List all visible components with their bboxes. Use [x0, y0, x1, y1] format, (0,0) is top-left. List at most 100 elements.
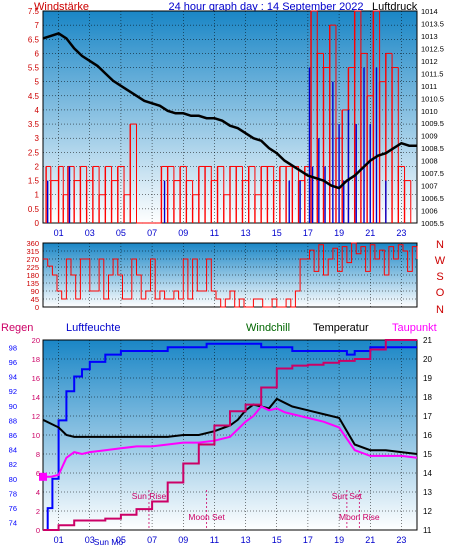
pressure-tick-label: 1009.5 — [421, 119, 444, 128]
legend-taupunkt: Taupunkt — [392, 322, 437, 334]
rain-tick-label: 6 — [36, 469, 40, 478]
annotation-label: Sun Mo — [94, 537, 124, 547]
direction-tick-label: 0 — [35, 303, 39, 312]
humidity-tick-label: 96 — [9, 358, 17, 367]
pressure-tick-label: 1013.5 — [421, 19, 444, 28]
pressure-tick-label: 1008 — [421, 157, 438, 166]
pressure-tick-label: 1011.5 — [421, 69, 443, 78]
humidity-tick-label: 86 — [9, 431, 17, 440]
wind-tick-label: 5.5 — [28, 64, 40, 73]
compass-o: O — [436, 287, 445, 299]
legend-luftfeuchte: Luftfeuchte — [66, 322, 120, 334]
wind-direction-series — [43, 242, 418, 308]
wind-direction-line — [43, 242, 418, 308]
x-tick-label: 17 — [303, 535, 313, 545]
humidity-tick-label: 82 — [9, 460, 17, 469]
direction-tick-label: 180 — [26, 271, 39, 280]
temperature-axis-ticks: 11 12 13 14 15 16 17 18 19 20 21 — [423, 336, 432, 535]
rain-tick-label: 12 — [32, 412, 40, 421]
x-tick-label: 15 — [272, 228, 282, 238]
legend-regen: Regen — [1, 322, 33, 334]
temperature-tick-label: 16 — [423, 431, 432, 440]
rain-tick-label: 0 — [36, 526, 40, 535]
wind-axis-ticks: 0 0.5 1 1.5 2 2.5 3 3.5 4 4.5 5 5.5 6 6.5 7 7.5 — [28, 7, 40, 228]
pressure-line — [42, 32, 417, 190]
pressure-tick-label: 1007 — [421, 182, 438, 191]
x-tick-label: 21 — [365, 228, 375, 238]
wind-tick-label: 2 — [35, 162, 40, 171]
annotation-label: Sun Rise — [132, 491, 167, 501]
wind-tick-label: 7.5 — [28, 7, 40, 16]
x-tick-label: 13 — [241, 228, 251, 238]
rain-line — [43, 339, 417, 531]
x-tick-label: 11 — [210, 535, 219, 545]
x-tick-label: 19 — [334, 535, 344, 545]
legend-windchill: Windchill — [246, 322, 290, 334]
direction-tick-label: 315 — [26, 247, 39, 256]
temperature-tick-label: 19 — [423, 374, 432, 383]
humidity-axis-ticks: 74 76 78 80 82 84 86 88 90 92 94 96 98 — [9, 343, 17, 527]
rain-tick-label: 4 — [36, 488, 40, 497]
legend-temperatur: Temperatur — [313, 322, 369, 334]
humidity-tick-label: 92 — [9, 387, 17, 396]
pressure-tick-label: 1008.5 — [421, 144, 444, 153]
x-tick-label: 01 — [54, 535, 64, 545]
pressure-tick-label: 1009 — [421, 132, 438, 141]
humidity-tick-label: 90 — [9, 402, 17, 411]
x-tick-label: 09 — [178, 535, 188, 545]
wind-pressure-x-ticks: 01 03 05 07 09 11 13 15 17 19 21 23 — [54, 228, 407, 238]
rain-tick-label: 16 — [32, 374, 40, 383]
x-tick-label: 03 — [85, 535, 95, 545]
graph-title: 24 hour graph day : 14 September 2022 — [168, 1, 363, 13]
x-tick-label: 17 — [303, 228, 313, 238]
x-tick-label: 13 — [241, 535, 251, 545]
pressure-tick-label: 1012.5 — [421, 44, 444, 53]
x-tick-label: 05 — [116, 228, 126, 238]
compass-n-bottom: N — [436, 304, 444, 316]
annotation-label: Sun Set — [332, 491, 363, 501]
x-tick-label: 15 — [272, 535, 282, 545]
temperature-series — [39, 339, 418, 531]
x-tick-label: 09 — [178, 228, 188, 238]
wind-tick-label: 0.5 — [28, 205, 40, 214]
temperature-tick-label: 20 — [423, 355, 432, 364]
temperature-tick-label: 15 — [423, 450, 432, 459]
pressure-tick-label: 1010 — [421, 107, 438, 116]
rain-tick-label: 20 — [32, 336, 40, 345]
pressure-tick-label: 1007.5 — [421, 169, 444, 178]
dewpoint-line — [43, 405, 418, 478]
pressure-axis-title: Luftdruck — [372, 1, 418, 13]
wind-tick-label: 5 — [35, 78, 40, 87]
wind-tick-label: 7 — [35, 21, 40, 30]
wind-tick-label: 4 — [35, 106, 40, 115]
direction-tick-label: 360 — [26, 239, 39, 248]
compass-s: S — [436, 271, 443, 283]
compass-w: W — [435, 255, 446, 267]
rain-tick-label: 2 — [36, 507, 40, 516]
rain-axis-ticks: 0 2 4 6 8 10 12 14 16 18 20 — [32, 336, 40, 535]
temperature-x-ticks: 01 03 05 07 09 11 13 15 17 19 21 23 — [54, 535, 407, 545]
wind-tick-label: 3.5 — [28, 120, 40, 129]
wind-axis-title: Windstärke — [34, 1, 89, 13]
pressure-axis-ticks: 1005.5 1006 1006.5 1007 1007.5 1008 1008.5 1009… — [421, 7, 444, 228]
wind-tick-label: 1 — [35, 191, 40, 200]
temperature-tick-label: 17 — [423, 412, 432, 421]
wind-pressure-series — [42, 10, 417, 224]
direction-tick-label: 45 — [31, 295, 39, 304]
temperature-tick-label: 12 — [423, 507, 432, 516]
x-tick-label: 01 — [54, 228, 64, 238]
direction-tick-label: 135 — [26, 279, 39, 288]
wind-tick-label: 2.5 — [28, 148, 40, 157]
humidity-tick-label: 84 — [9, 446, 17, 455]
temperature-tick-label: 11 — [423, 526, 432, 535]
wind-pressure-panel: 00.511.522.533.544.555.566.577.5 1005.51… — [28, 7, 444, 238]
rain-tick-label: 8 — [36, 450, 40, 459]
temperature-grid — [43, 339, 417, 531]
direction-tick-label: 225 — [26, 263, 39, 272]
annotation-label: Moon Rise — [339, 512, 380, 522]
x-tick-label: 03 — [85, 228, 95, 238]
x-tick-label: 07 — [147, 228, 157, 238]
temperature-tick-label: 13 — [423, 488, 432, 497]
